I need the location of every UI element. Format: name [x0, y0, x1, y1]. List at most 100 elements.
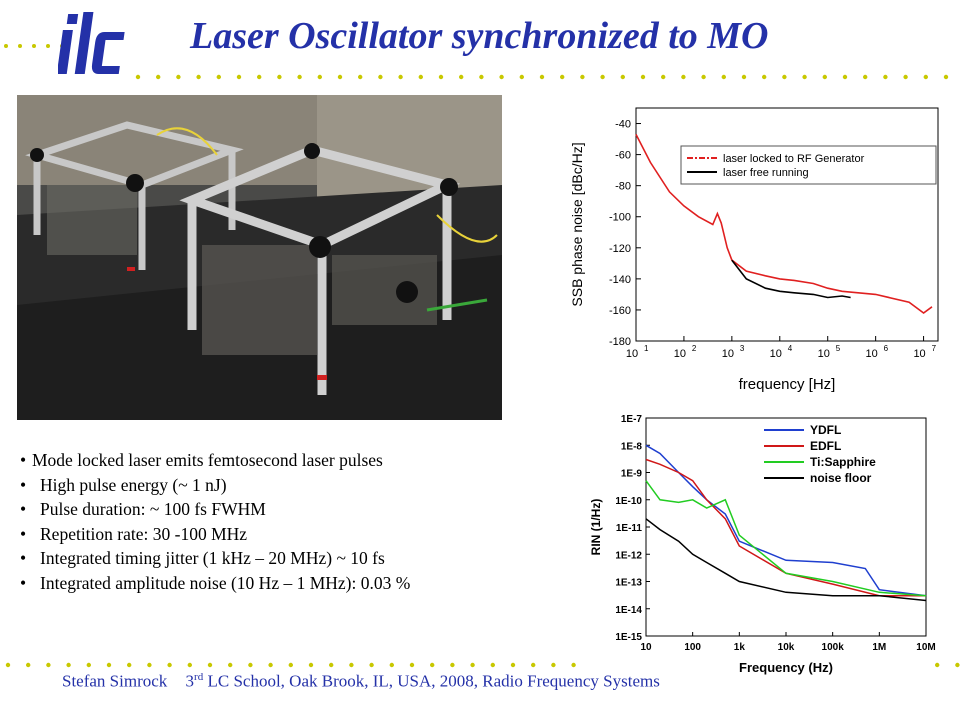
rin-chart: 1E-7 1E-8 1E-9 1E-10 1E-11 1E-12 1E-13 1E-14 1E-… [589, 414, 936, 675]
dot [539, 74, 545, 80]
dot [531, 662, 536, 668]
dot [288, 662, 293, 668]
dot [822, 74, 827, 80]
dot [86, 662, 92, 668]
x-tick-label: 10 [640, 642, 652, 653]
plot-frame [645, 417, 927, 637]
x-tick-label: 10 [674, 348, 686, 360]
dot [620, 74, 625, 80]
dot [277, 74, 282, 80]
legend-box [680, 145, 937, 185]
dot [167, 662, 172, 668]
dot [955, 662, 960, 668]
y-tick-label: 1E-8 [621, 441, 643, 452]
dot [66, 662, 71, 668]
dot [499, 74, 504, 80]
dot [802, 74, 807, 80]
dot [389, 662, 394, 668]
dot [721, 74, 726, 80]
y-tick-label: 1E-14 [615, 605, 642, 616]
y-tick-label: 1E-11 [616, 523, 643, 534]
dot [329, 662, 334, 668]
x-tick-label: 10 [626, 348, 638, 360]
y-tick-label: -60 [615, 150, 631, 162]
footer-dots-rule [5, 662, 960, 668]
dot [398, 74, 403, 80]
ilc-logo [58, 12, 125, 74]
x-tick-label: 10 [770, 348, 782, 360]
footer-event: LC School, Oak Brook, IL, USA, 2008, Rad… [203, 671, 660, 691]
dot [337, 74, 343, 80]
dot [207, 662, 213, 668]
dot [349, 662, 354, 668]
dot [378, 74, 383, 80]
x-tick-label: 10k [778, 642, 795, 653]
header-dots-rule [135, 74, 949, 80]
y-tick-label: 1E-10 [615, 496, 642, 507]
x-tick-label: 100 [684, 642, 701, 653]
legend-label: YDFL [810, 423, 841, 437]
y-tick-label: 1E-13 [615, 578, 642, 589]
series-line-3 [645, 518, 927, 602]
y-tick-label: -100 [609, 212, 631, 224]
dot [156, 74, 161, 80]
dot [46, 662, 51, 668]
dot [248, 662, 253, 668]
x-tick-label: 10 [722, 348, 734, 360]
dot [5, 662, 11, 668]
dot [257, 74, 262, 80]
list-item: • Mode locked laser emits femtosecond las… [20, 450, 383, 470]
header-dots-left [4, 44, 64, 48]
dot [196, 74, 201, 80]
dot [479, 74, 484, 80]
legend-label: Ti:Sapphire [810, 455, 876, 469]
dot [236, 74, 242, 80]
y-axis-label: SSB phase noise [dBc/Hz] [569, 142, 585, 306]
dot [943, 74, 949, 80]
dot [782, 74, 787, 80]
dot [450, 662, 455, 668]
x-tick-label: 10M [916, 642, 935, 653]
list-item: • Repetition rate: 30 -100 MHz [20, 523, 248, 544]
footer-edition: 3 [185, 671, 195, 691]
dot [409, 662, 415, 668]
dot [883, 74, 888, 80]
series-line-1 [731, 259, 851, 299]
y-axis-label: RIN (1/Hz) [589, 499, 603, 556]
dot [863, 74, 868, 80]
dot [187, 662, 192, 668]
dot [176, 74, 181, 80]
dot [701, 74, 706, 80]
dot [741, 74, 747, 80]
x-tick-label: 10 [913, 348, 925, 360]
dot [268, 662, 273, 668]
x-tick-label: 10 [866, 348, 878, 360]
dot [600, 74, 605, 80]
list-item: • High pulse energy (~ 1 nJ) [20, 474, 227, 495]
dot [762, 74, 767, 80]
page-title: Laser Oscillator synchronized to MO [190, 15, 769, 57]
y-tick-label: 1E-7 [621, 414, 643, 425]
dot [842, 74, 848, 80]
x-axis-label: Frequency (Hz) [739, 660, 833, 675]
series-line-1 [645, 458, 926, 597]
laser-enclosure-photo [17, 95, 502, 420]
series-line-2 [645, 480, 927, 597]
dot [510, 662, 516, 668]
dot [681, 74, 686, 80]
dot [923, 74, 928, 80]
x-tick-label: 1k [734, 642, 746, 653]
legend-label: laser free running [723, 167, 809, 179]
x-tick-exponent: 6 [884, 344, 889, 353]
y-tick-label: -120 [609, 243, 631, 255]
x-tick-label: 100k [822, 642, 845, 653]
x-tick-label: 1M [872, 642, 886, 653]
dot [438, 74, 444, 80]
x-tick-exponent: 3 [740, 344, 745, 353]
dot [308, 662, 314, 668]
y-tick-label: -140 [609, 274, 631, 286]
legend-label: noise floor [810, 471, 872, 485]
y-tick-label: -40 [615, 119, 631, 131]
dot [903, 74, 908, 80]
x-tick-exponent: 4 [788, 344, 793, 353]
